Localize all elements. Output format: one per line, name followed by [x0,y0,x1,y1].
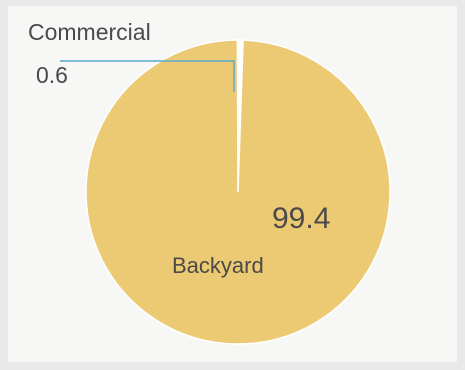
commercial-leader-line [60,60,235,92]
pie-slices [85,39,391,345]
pie-slice-backyard [85,39,391,345]
slice-value-commercial: 0.6 [36,62,68,88]
slice-label-backyard: Backyard [172,253,264,278]
slice-value-backyard: 99.4 [272,202,330,235]
slice-label-commercial: Commercial [28,19,151,45]
